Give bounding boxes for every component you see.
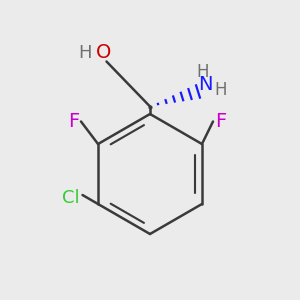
Text: O: O	[96, 43, 111, 62]
Text: H: H	[214, 81, 227, 99]
Text: F: F	[215, 112, 226, 131]
Text: F: F	[68, 112, 79, 131]
Text: H: H	[79, 44, 92, 62]
Text: N: N	[198, 74, 213, 94]
Text: H: H	[196, 63, 209, 81]
Text: Cl: Cl	[62, 189, 79, 207]
